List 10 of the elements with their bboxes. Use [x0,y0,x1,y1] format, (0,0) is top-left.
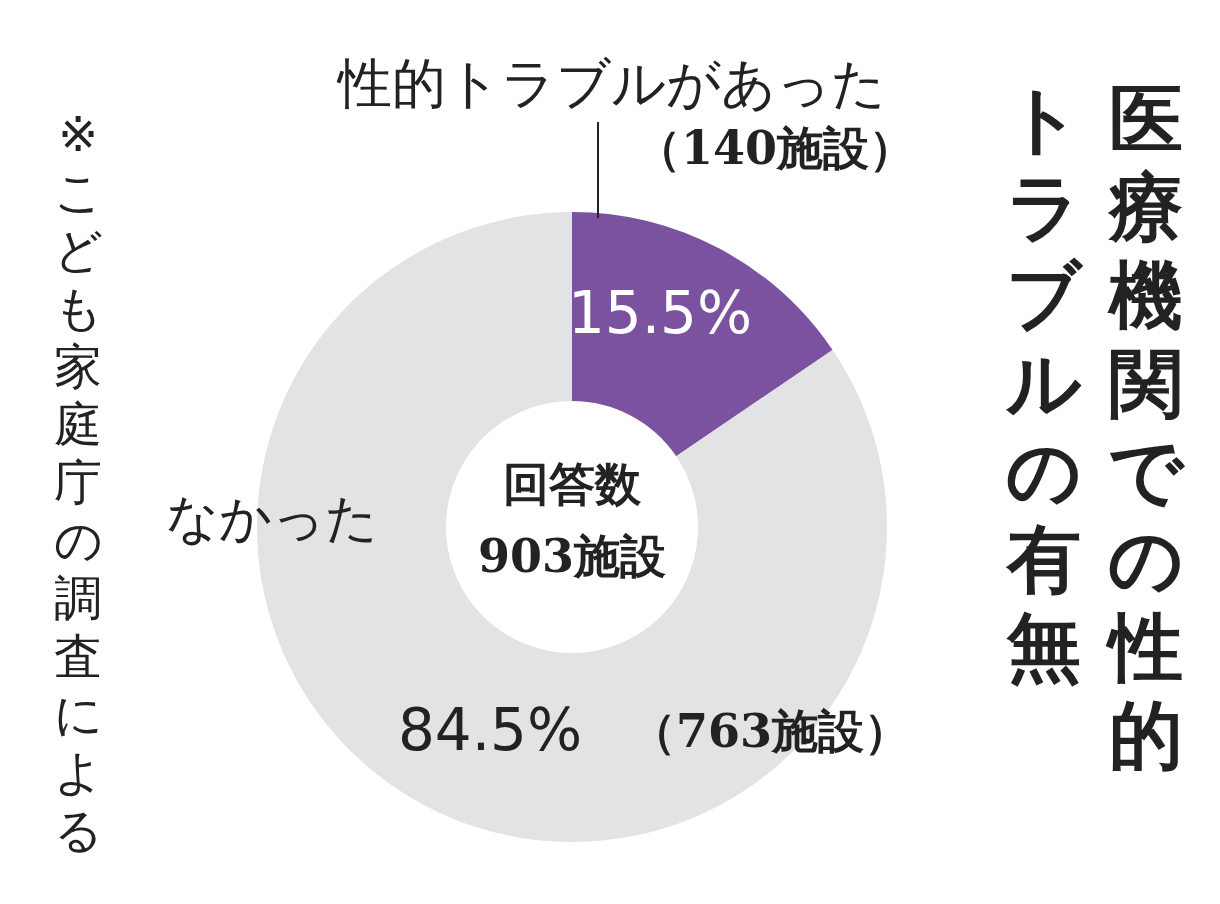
text: 回答数 [503,456,642,511]
text: （763施設） [629,703,911,758]
data-label: 15.5% [567,279,753,348]
chart-title: 医療機関での性的トラブルの有無 [1006,76,1184,778]
slice-label: なかった [166,487,378,548]
data-label: 84.5% [397,696,583,765]
text: 903施設 [477,528,667,583]
slice-label: 性的トラブルがあった [336,52,886,116]
text: ※こども家庭庁の調査による [53,106,103,858]
text: （140施設） [634,120,916,175]
